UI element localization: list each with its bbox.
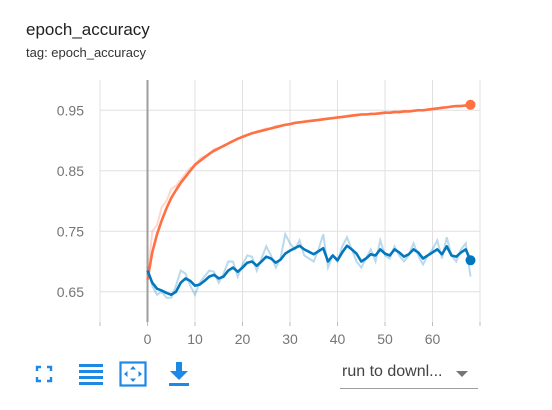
- x-tick-label: 40: [330, 331, 346, 345]
- x-tick-label: 10: [187, 331, 203, 345]
- y-axis-labels: 0.65 0.75 0.85 0.95: [57, 102, 84, 300]
- y-tick-label: 0.85: [57, 163, 84, 179]
- x-tick-label: 60: [425, 331, 441, 345]
- fullscreen-button[interactable]: [30, 360, 58, 388]
- x-tick-label: 50: [377, 331, 393, 345]
- fit-domain-icon: [119, 361, 147, 387]
- fullscreen-icon: [35, 365, 53, 383]
- series-0-end-point: [465, 99, 476, 110]
- series-layer: [146, 99, 476, 299]
- download-icon: [169, 362, 189, 386]
- grid: [99, 80, 481, 322]
- run-download-select[interactable]: run to downl...: [340, 360, 478, 389]
- fit-domain-button[interactable]: [119, 360, 147, 388]
- chart: 0.65 0.75 0.85 0.95 0 10 20 30 40 50 60: [57, 80, 481, 345]
- series-1-smoothed-line: [146, 244, 472, 297]
- x-tick-label: 20: [235, 331, 251, 345]
- chart-title: epoch_accuracy: [26, 20, 150, 39]
- x-tick-label: 0: [144, 331, 152, 345]
- toggle-lines-button[interactable]: [77, 360, 105, 388]
- x-axis-labels: 0 10 20 30 40 50 60: [99, 322, 481, 345]
- y-tick-label: 0.65: [57, 284, 84, 300]
- chart-tag: tag: epoch_accuracy: [26, 45, 146, 60]
- series-1-raw-line: [146, 231, 472, 299]
- toggle-lines-icon: [79, 364, 103, 385]
- x-tick-label: 30: [282, 331, 298, 345]
- y-tick-label: 0.75: [57, 223, 84, 239]
- series-0-smoothed-line: [146, 103, 471, 280]
- y-tick-label: 0.95: [57, 102, 84, 118]
- series-0-raw-line: [146, 103, 471, 280]
- run-select-value: run to downl...: [342, 363, 443, 380]
- download-button[interactable]: [165, 360, 193, 388]
- series-1-end-point: [465, 255, 476, 266]
- chevron-down-icon: [456, 371, 468, 377]
